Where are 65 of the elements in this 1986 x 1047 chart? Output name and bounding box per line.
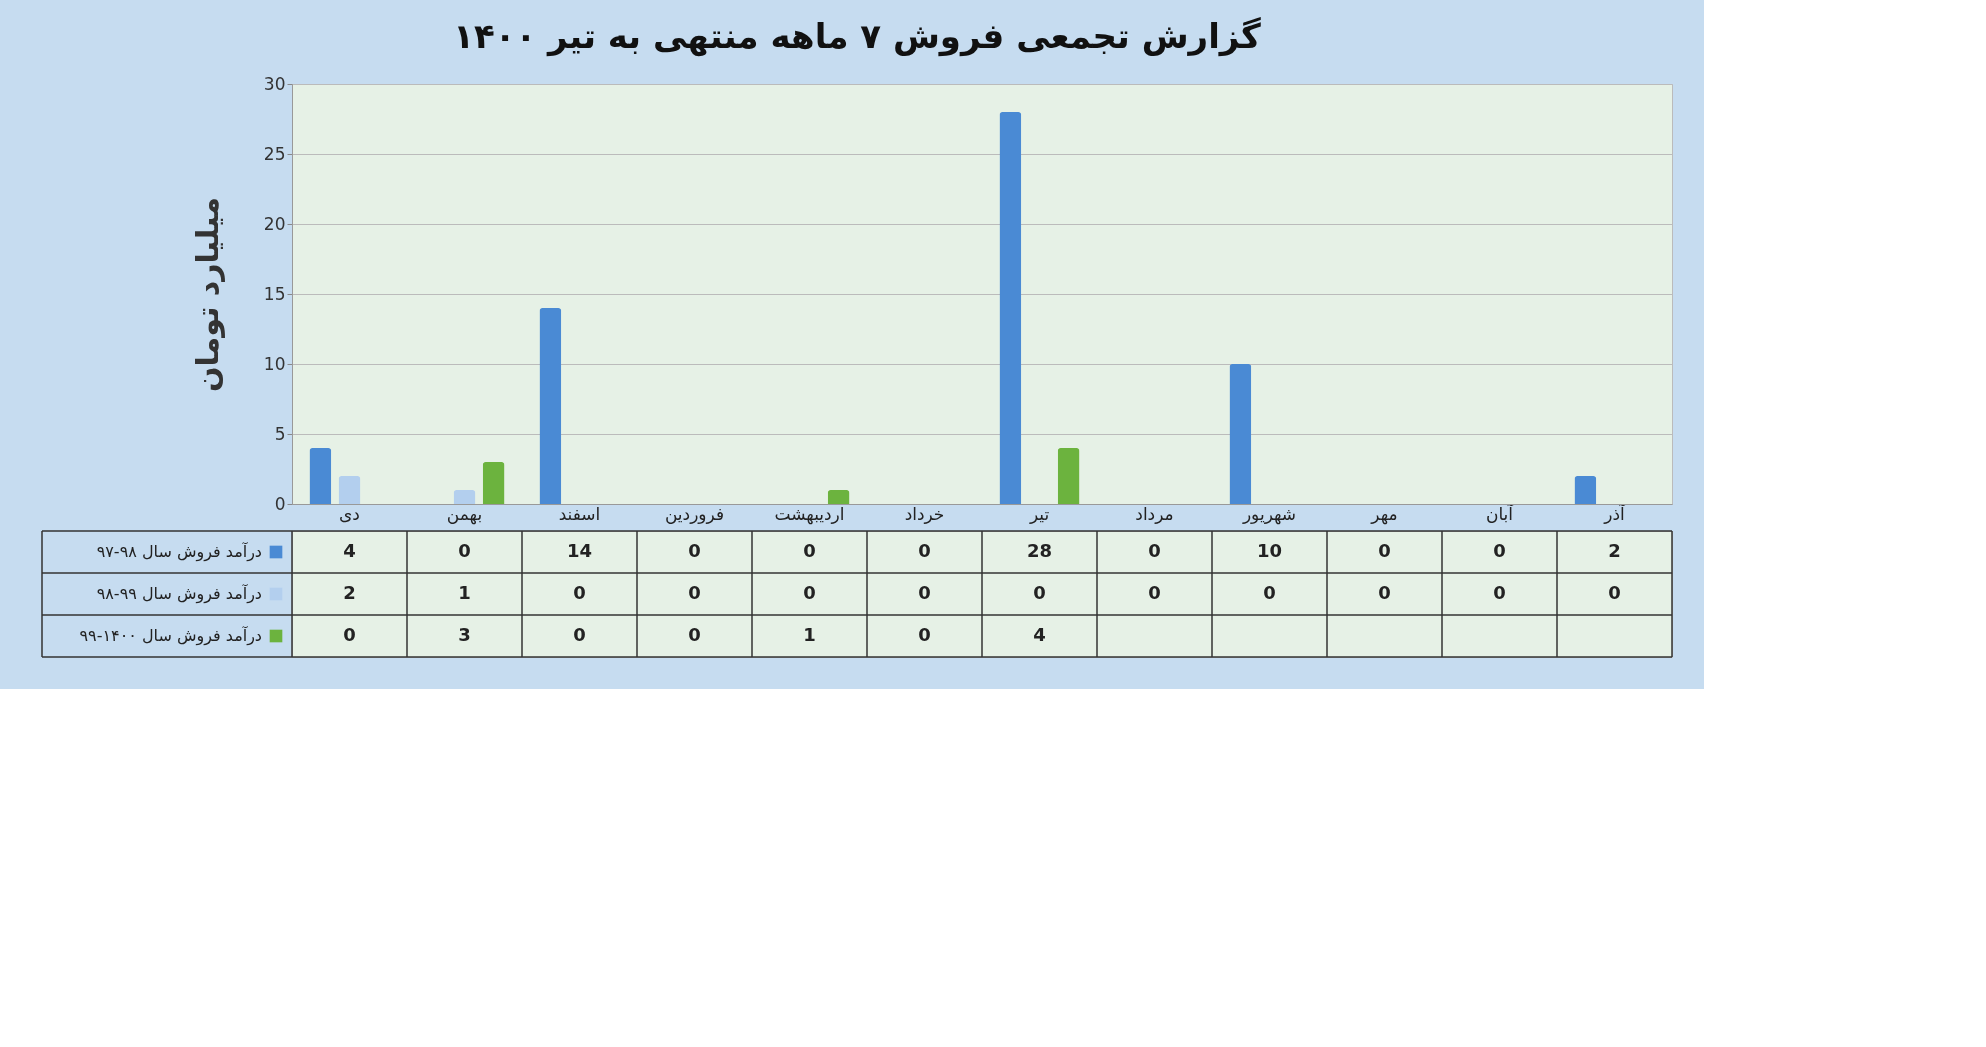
y-tick-label: 15 <box>263 283 286 304</box>
data-label: 0 <box>1378 582 1391 603</box>
legend-label: درآمد فروش سال ۹۹-۹۸ <box>96 584 262 604</box>
data-label: 0 <box>1608 582 1621 603</box>
y-axis-title: میلیارد تومان <box>189 196 225 393</box>
x-tick-label: مرداد <box>1135 503 1174 524</box>
data-label: 0 <box>573 624 586 645</box>
data-label: 4 <box>343 540 356 561</box>
x-tick-label: فروردین <box>664 503 725 524</box>
data-label: 1 <box>803 624 816 645</box>
x-tick-label: اردیبهشت <box>774 503 845 525</box>
data-label: 0 <box>688 624 701 645</box>
data-label: 3 <box>458 624 471 645</box>
chart-title: گزارش تجمعی فروش ۷ ماهه منتهی به تیر ۱۴۰۰ <box>453 15 1261 57</box>
data-label: 0 <box>1263 582 1276 603</box>
data-label: 0 <box>1033 582 1046 603</box>
data-label: 0 <box>688 540 701 561</box>
data-label: 4 <box>1033 624 1046 645</box>
data-label: 0 <box>1148 540 1161 561</box>
data-label: 2 <box>343 582 356 603</box>
data-label: 0 <box>458 540 471 561</box>
x-tick-label: تیر <box>1028 503 1050 524</box>
x-tick-label: بهمن <box>446 503 483 525</box>
y-tick-label: 25 <box>263 143 286 164</box>
data-label: 0 <box>688 582 701 603</box>
data-label: 0 <box>1378 540 1391 561</box>
data-label: 10 <box>1256 540 1283 561</box>
bar <box>827 490 850 504</box>
x-tick-label: دی <box>339 503 360 524</box>
data-label: 0 <box>1493 582 1506 603</box>
bar <box>338 476 361 504</box>
y-tick-label: 0 <box>274 493 286 514</box>
bar <box>539 308 562 504</box>
bar <box>1574 476 1597 504</box>
bar <box>999 112 1022 504</box>
data-label: 0 <box>573 582 586 603</box>
bar <box>453 490 476 504</box>
y-tick-label: 5 <box>274 423 286 444</box>
x-tick-label: مهر <box>1370 503 1398 525</box>
x-tick-label: شهریور <box>1241 503 1297 525</box>
data-label: 0 <box>918 582 931 603</box>
y-tick-label: 10 <box>263 353 286 374</box>
bar <box>309 448 332 504</box>
data-label: 0 <box>1493 540 1506 561</box>
x-tick-label: آذر <box>1603 502 1627 524</box>
bar <box>482 462 505 504</box>
y-tick-label: 30 <box>263 73 286 94</box>
data-label: 0 <box>343 624 356 645</box>
data-label: 0 <box>918 540 931 561</box>
data-label: 28 <box>1026 540 1053 561</box>
data-label: 0 <box>803 582 816 603</box>
data-label: 14 <box>566 540 593 561</box>
x-tick-label: خرداد <box>904 503 945 524</box>
data-label: 0 <box>1148 582 1161 603</box>
x-tick-label: آبان <box>1485 502 1515 524</box>
data-label: 0 <box>918 624 931 645</box>
legend-label: درآمد فروش سال ۹۸-۹۷ <box>96 542 262 562</box>
data-label: 1 <box>458 582 471 603</box>
legend-label: درآمد فروش سال ۱۴۰۰-۹۹ <box>79 626 262 646</box>
x-tick-label: اسفند <box>558 503 601 524</box>
bar <box>1229 364 1252 504</box>
bar <box>1057 448 1080 504</box>
data-label: 0 <box>803 540 816 561</box>
y-tick-label: 20 <box>263 213 286 234</box>
data-label: 2 <box>1608 540 1621 561</box>
